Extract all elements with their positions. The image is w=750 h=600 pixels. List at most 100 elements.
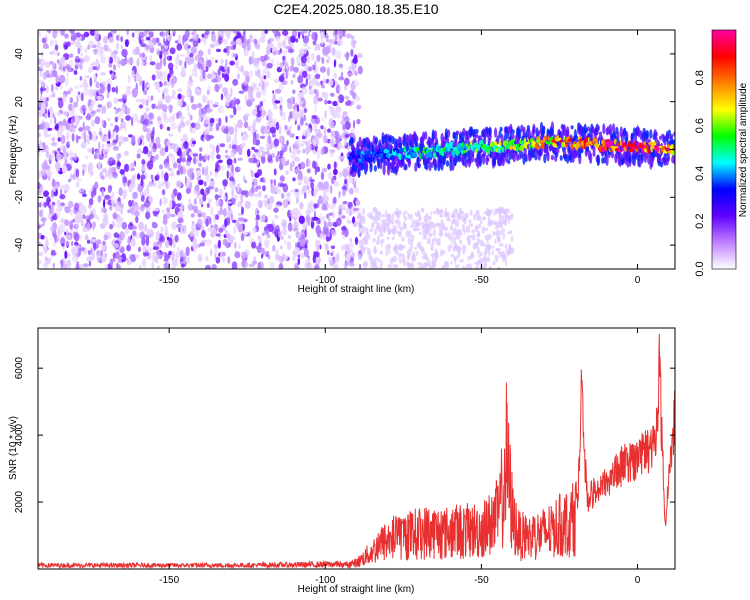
heatmap-noise-cell bbox=[323, 126, 327, 135]
heatmap-noise-cell bbox=[472, 243, 478, 250]
heatmap-noise-cell bbox=[198, 243, 201, 248]
heatmap-noise-cell bbox=[235, 125, 238, 134]
heatmap-noise-cell bbox=[415, 250, 419, 256]
heatmap-noise-cell bbox=[76, 213, 83, 224]
heatmap-noise-cell bbox=[370, 224, 375, 230]
heatmap-noise-cell bbox=[240, 232, 245, 242]
heatmap-noise-cell bbox=[462, 250, 465, 255]
heatmap-noise-cell bbox=[134, 210, 140, 217]
heatmap-noise-cell bbox=[187, 111, 191, 118]
heatmap-noise-cell bbox=[189, 38, 195, 43]
heatmap-noise-cell bbox=[123, 150, 129, 157]
heatmap-noise-cell bbox=[152, 246, 159, 251]
snr-y-axis-label: SNR (10 * v/v) bbox=[8, 416, 19, 480]
heatmap-noise-cell bbox=[209, 171, 213, 176]
heatmap-noise-cell bbox=[187, 50, 191, 56]
heatmap-noise-cell bbox=[225, 125, 229, 135]
heatmap-noise-cell bbox=[206, 59, 212, 68]
heatmap-noise-cell bbox=[177, 163, 182, 171]
heatmap-noise-cell bbox=[354, 95, 360, 102]
heatmap-noise-cell bbox=[157, 143, 161, 149]
heatmap-noise-cell bbox=[461, 215, 464, 222]
heatmap-noise-cell bbox=[338, 85, 341, 94]
heatmap-noise-cell bbox=[40, 170, 47, 176]
heatmap-noise-cell bbox=[259, 177, 264, 183]
heatmap-noise-cell bbox=[289, 133, 295, 138]
heatmap-noise-cell bbox=[205, 256, 209, 262]
heatmap-noise-cell bbox=[124, 122, 127, 132]
heatmap-noise-cell bbox=[42, 97, 45, 102]
heatmap-noise-cell bbox=[214, 195, 221, 199]
heatmap-noise-cell bbox=[331, 249, 334, 258]
heatmap-noise-cell bbox=[311, 63, 314, 70]
heatmap-noise-cell bbox=[198, 162, 202, 167]
heatmap-noise-cell bbox=[188, 172, 195, 181]
heatmap-noise-cell bbox=[272, 90, 275, 94]
heatmap-noise-cell bbox=[459, 230, 463, 236]
heatmap-noise-cell bbox=[188, 198, 192, 204]
heatmap-noise-cell bbox=[477, 254, 481, 258]
colorbar: 0.00.20.40.60.8 Normalized spectral ampl… bbox=[694, 29, 749, 277]
heatmap-noise-cell bbox=[142, 227, 147, 233]
heatmap-noise-cell bbox=[452, 227, 458, 236]
heatmap-noise-cell bbox=[171, 75, 177, 85]
heatmap-noise-cell bbox=[64, 190, 67, 194]
heatmap-signal-cell bbox=[616, 131, 620, 141]
heatmap-signal-cell bbox=[492, 156, 497, 167]
heatmap-noise-cell bbox=[215, 214, 220, 220]
heatmap-noise-cell bbox=[247, 125, 252, 132]
heatmap-noise-cell bbox=[292, 89, 296, 94]
heatmap-noise-cell bbox=[309, 30, 312, 33]
heatmap-y-tick-label: 0 bbox=[14, 146, 25, 152]
heatmap-noise-cell bbox=[342, 189, 346, 197]
heatmap-noise-cell bbox=[117, 98, 124, 102]
heatmap-noise-cell bbox=[211, 264, 217, 269]
heatmap-noise-cell bbox=[174, 261, 179, 266]
heatmap-noise-cell bbox=[320, 125, 324, 130]
heatmap-noise-cell bbox=[298, 31, 301, 39]
heatmap-noise-cell bbox=[486, 239, 489, 244]
heatmap-noise-cell bbox=[437, 209, 441, 216]
colorbar-ticks: 0.00.20.40.60.8 bbox=[694, 70, 706, 276]
heatmap-noise-cell bbox=[297, 124, 301, 131]
heatmap-noise-cell bbox=[50, 207, 55, 216]
heatmap-noise-cell bbox=[266, 62, 273, 69]
heatmap-noise-cell bbox=[113, 130, 117, 134]
heatmap-noise-cell bbox=[376, 222, 381, 230]
heatmap-noise-cell bbox=[330, 177, 335, 185]
heatmap-noise-cell bbox=[479, 251, 483, 256]
heatmap-noise-cell bbox=[119, 153, 121, 158]
heatmap-noise-cell bbox=[299, 116, 304, 126]
heatmap-noise-cell bbox=[510, 235, 514, 242]
heatmap-noise-cell bbox=[372, 237, 376, 243]
heatmap-noise-cell bbox=[306, 73, 312, 80]
heatmap-noise-cell bbox=[488, 266, 492, 269]
heatmap-noise-cell bbox=[391, 236, 395, 241]
heatmap-noise-cell bbox=[179, 116, 185, 120]
heatmap-noise-cell bbox=[222, 257, 226, 263]
heatmap-noise-cell bbox=[305, 209, 311, 215]
heatmap-noise-cell bbox=[408, 213, 413, 220]
heatmap-noise-cell bbox=[89, 113, 96, 117]
heatmap-noise-cell bbox=[481, 226, 485, 234]
heatmap-noise-cell bbox=[119, 231, 125, 241]
heatmap-noise-cell bbox=[487, 233, 492, 240]
heatmap-noise-cell bbox=[282, 221, 287, 229]
heatmap-noise-cell bbox=[112, 64, 117, 71]
heatmap-noise-cell bbox=[453, 208, 459, 216]
heatmap-noise-cell bbox=[321, 56, 325, 65]
heatmap-noise-cell bbox=[284, 254, 288, 261]
heatmap-noise-cell bbox=[302, 185, 307, 192]
heatmap-noise-cell bbox=[43, 190, 49, 197]
heatmap-y-axis-label: Frequency (Hz) bbox=[8, 116, 19, 185]
heatmap-signal-cell bbox=[355, 161, 359, 169]
heatmap-noise-cell bbox=[229, 176, 235, 182]
heatmap-signal-cell bbox=[486, 157, 490, 162]
heatmap-noise-cell bbox=[184, 40, 189, 50]
heatmap-noise-cell bbox=[135, 232, 141, 239]
heatmap-noise-cell bbox=[129, 254, 137, 263]
heatmap-noise-cell bbox=[50, 216, 54, 222]
heatmap-noise-cell bbox=[210, 206, 214, 216]
heatmap-noise-cell bbox=[248, 263, 255, 268]
